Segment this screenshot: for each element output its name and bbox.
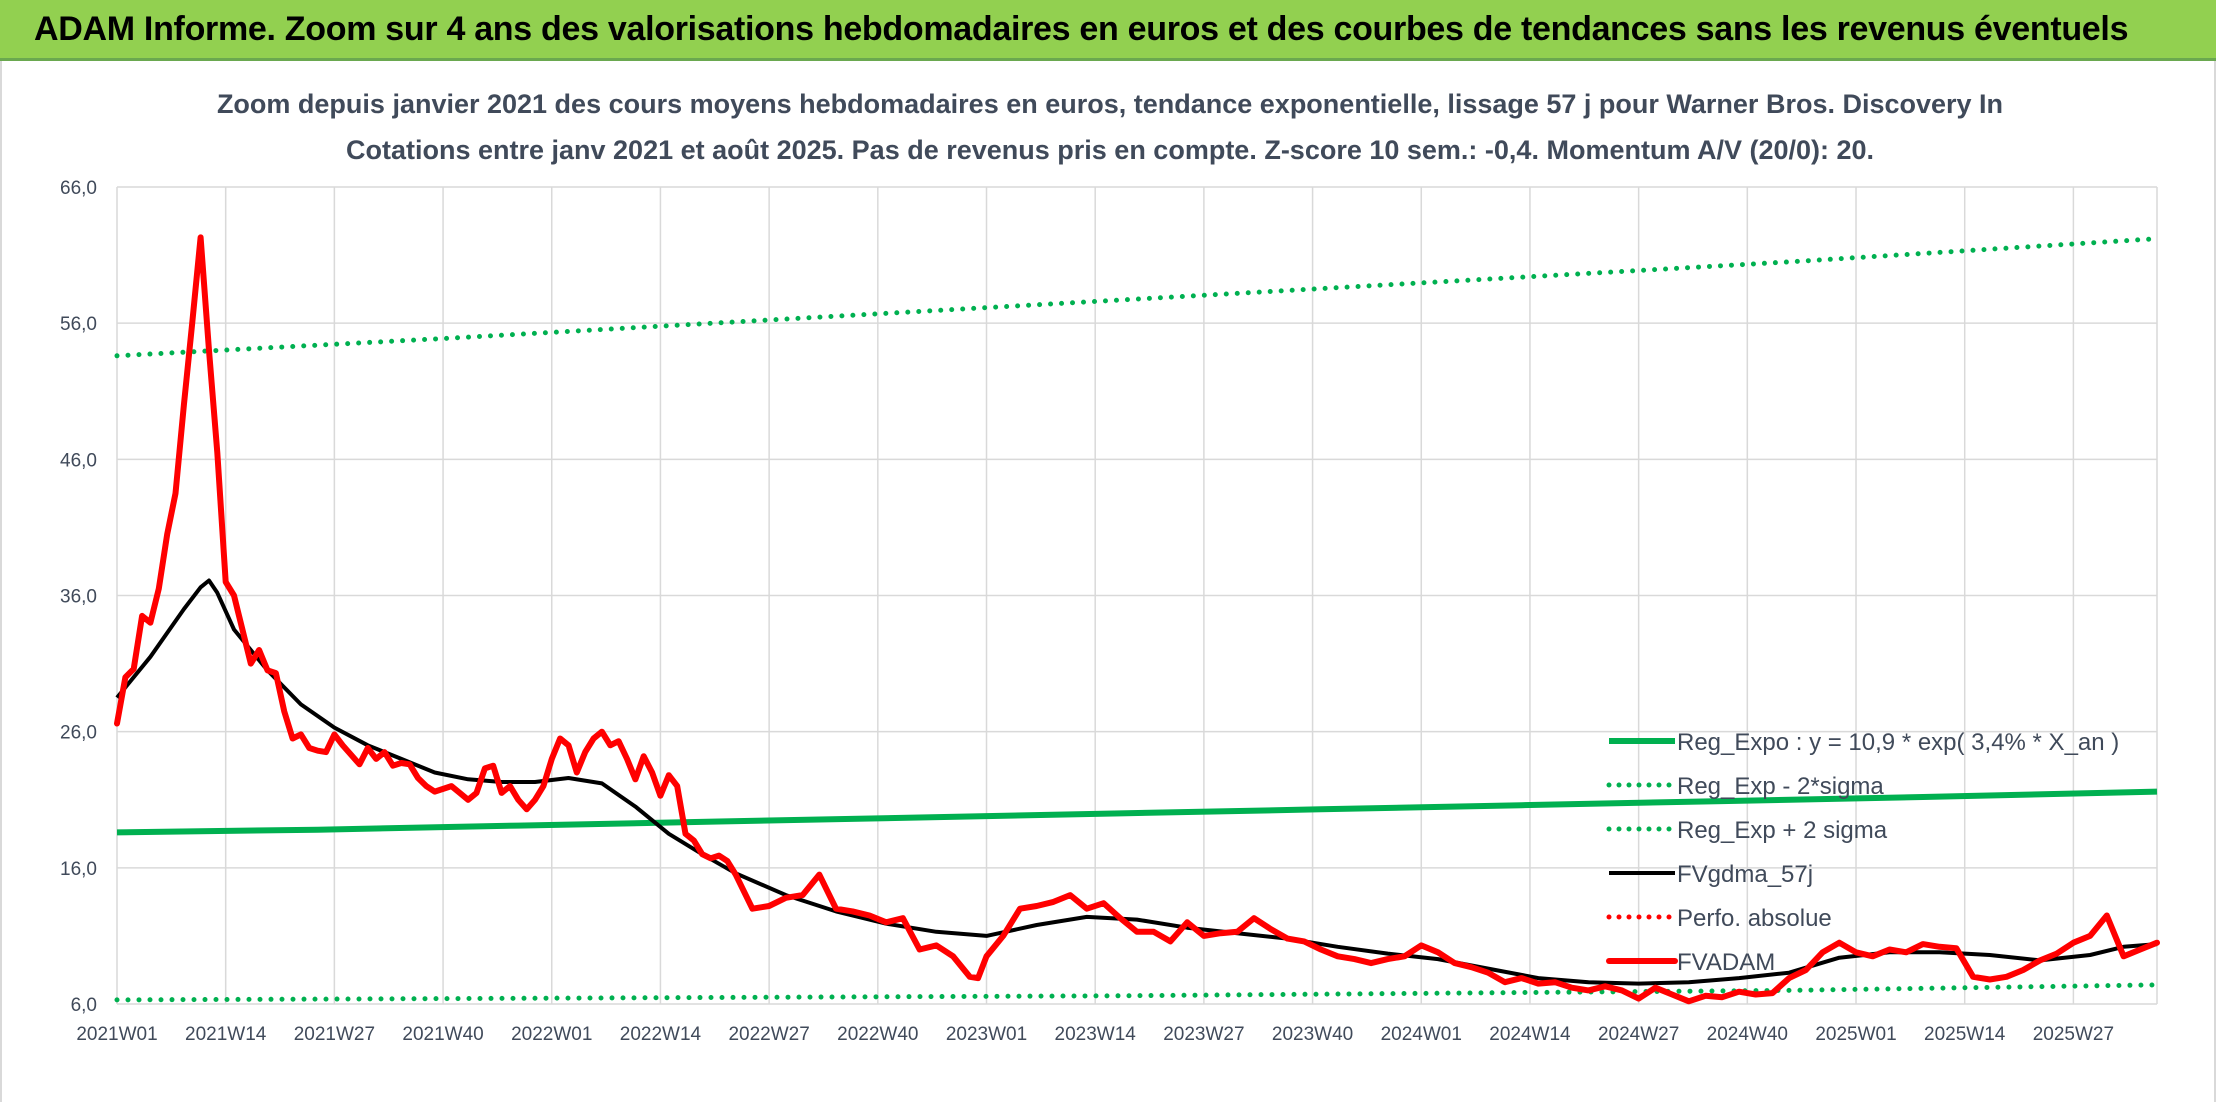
- y-tick-label: 66,0: [60, 178, 97, 199]
- legend-label: FVgdma_57j: [1677, 861, 1813, 888]
- series-line-reg-expo-y-10-9-exp-3-4-x-an: [116, 788, 2158, 836]
- chart-title-line-1: Zoom depuis janvier 2021 des cours moyen…: [216, 89, 2004, 119]
- y-tick-label: 46,0: [60, 450, 97, 471]
- line-chart: 66,0 56,0 46,0 36,0 26,0 16,0 6,0 2021W01 2021W1…: [60, 178, 2160, 1045]
- legend: Reg_Expo : y = 10,9 * exp( 3,4% * X_an )…: [1606, 729, 2119, 976]
- y-tick-label: 56,0: [60, 314, 97, 335]
- x-tick-label: 2022W14: [620, 1024, 702, 1045]
- y-tick-label: 36,0: [60, 587, 97, 608]
- legend-label: Reg_Expo : y = 10,9 * exp( 3,4% * X_an ): [1677, 729, 2119, 756]
- legend-label: Reg_Exp + 2 sigma: [1677, 817, 1888, 844]
- report-header: ADAM Informe. Zoom sur 4 ans des valoris…: [0, 0, 2216, 61]
- x-tick-label: 2022W40: [837, 1024, 918, 1045]
- x-tick-label: 2023W01: [946, 1024, 1027, 1045]
- axis-labels: 66,0 56,0 46,0 36,0 26,0 16,0 6,0 2021W01 2021W1…: [60, 178, 2114, 1045]
- x-tick-label: 2021W27: [294, 1024, 375, 1045]
- series-line-reg-exp-2-sigma: [114, 236, 2160, 359]
- legend-label: FVADAM: [1677, 949, 1775, 976]
- legend-label: Perfo. absolue: [1677, 905, 1832, 932]
- chart-area: Zoom depuis janvier 2021 des cours moyen…: [0, 61, 2216, 1102]
- series-line-reg-exp-2-sigma: [114, 982, 2160, 1003]
- x-tick-label: 2021W01: [76, 1024, 157, 1045]
- legend-label: Reg_Exp - 2*sigma: [1677, 773, 1884, 800]
- x-tick-label: 2023W27: [1163, 1024, 1244, 1045]
- series-line-fvadam: [114, 234, 2160, 1005]
- x-tick-label: 2022W27: [728, 1024, 809, 1045]
- y-tick-label: 26,0: [60, 723, 97, 744]
- x-tick-label: 2021W40: [402, 1024, 483, 1045]
- x-tick-label: 2024W40: [1707, 1024, 1788, 1045]
- x-tick-label: 2025W14: [1924, 1024, 2006, 1045]
- x-tick-label: 2022W01: [511, 1024, 592, 1045]
- x-tick-label: 2024W01: [1381, 1024, 1462, 1045]
- x-tick-label: 2024W14: [1489, 1024, 1571, 1045]
- series-line-fvgdma-57j: [115, 578, 2158, 986]
- x-tick-label: 2024W27: [1598, 1024, 1679, 1045]
- x-tick-label: 2021W14: [185, 1024, 267, 1045]
- x-tick-label: 2025W27: [2033, 1024, 2114, 1045]
- gridlines: [116, 186, 2158, 1005]
- x-tick-label: 2023W40: [1272, 1024, 1353, 1045]
- y-tick-label: 16,0: [60, 859, 97, 880]
- x-tick-label: 2025W01: [1815, 1024, 1896, 1045]
- chart-title-line-2: Cotations entre janv 2021 et août 2025. …: [345, 135, 1875, 165]
- x-tick-label: 2023W14: [1055, 1024, 1137, 1045]
- series-lines: [114, 234, 2160, 1005]
- y-tick-label: 6,0: [71, 995, 97, 1016]
- report-title: ADAM Informe. Zoom sur 4 ans des valoris…: [34, 10, 2129, 48]
